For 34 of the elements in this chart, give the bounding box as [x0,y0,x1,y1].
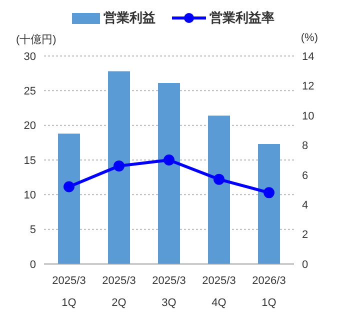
y2-tick-label: 2 [302,229,308,242]
y-tick-label: 5 [30,224,36,236]
y2-tick-label: 10 [302,110,314,122]
point [214,174,224,185]
x-tick-label: 2025/3 1Q [52,275,86,309]
bar [208,116,230,264]
y-tick-label: 15 [24,154,36,167]
point [64,181,74,192]
bar [108,71,130,264]
y-axis-title: (十億円) [16,32,56,48]
y2-tick-label: 12 [302,80,314,93]
y2-tick-label: 0 [302,258,308,271]
y2-tick-label: 6 [302,170,308,182]
y-tick-label: 10 [24,190,36,202]
point [264,187,274,198]
bar [158,83,180,264]
y2-axis-title: (%) [300,32,318,46]
point [164,154,174,166]
legend-label: 営業利益率 [210,9,274,27]
y2-tick-label: 8 [302,140,308,152]
y-tick-label: 25 [24,86,36,98]
x-tick-label: 2025/3 4Q [202,275,236,309]
bar [58,134,80,264]
y-tick-label: 30 [24,50,36,63]
legend-label: 営業利益 [104,9,156,27]
bar [258,144,280,264]
y-tick-label: 20 [24,120,36,132]
x-tick-label: 2026/3 1Q [252,275,286,309]
point [114,160,124,172]
y2-tick-label: 14 [302,50,314,63]
x-tick-label: 2025/3 3Q [152,275,186,309]
y2-tick-label: 4 [302,199,308,212]
y-tick-label: 0 [30,258,36,271]
x-tick-label: 2025/3 2Q [102,275,136,309]
